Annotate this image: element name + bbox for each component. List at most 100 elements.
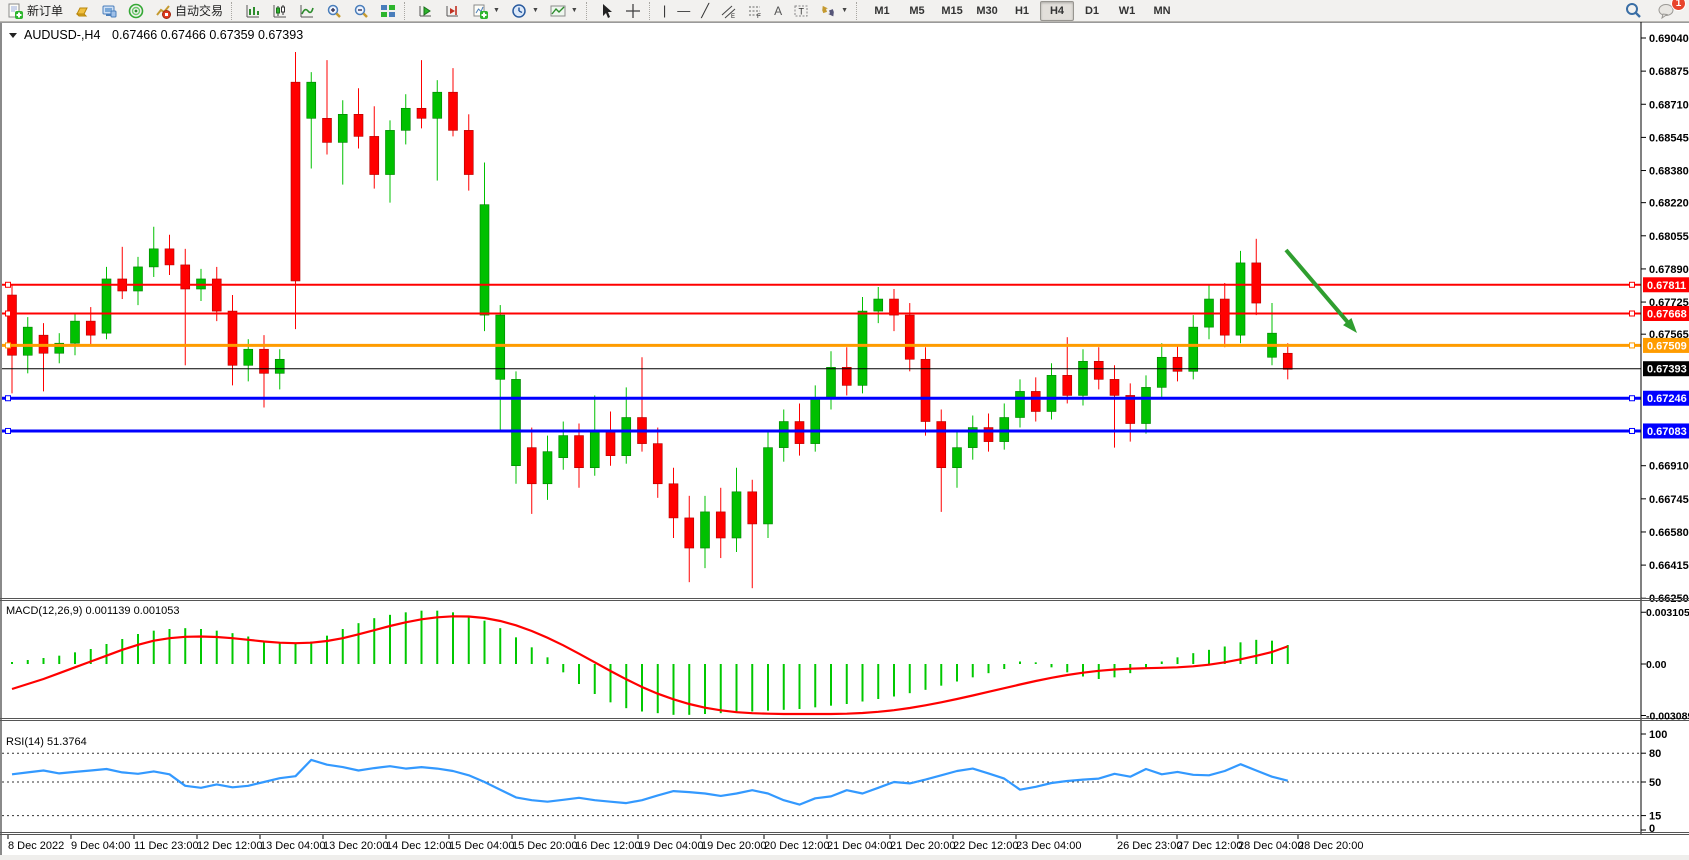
bear-candle (322, 118, 332, 143)
line-handle[interactable] (1629, 395, 1635, 402)
line-handle[interactable] (1629, 281, 1635, 288)
vps-button[interactable] (96, 0, 122, 22)
timeframe-mn-button[interactable]: MN (1153, 4, 1171, 17)
time-label: 26 Dec 23:00 (1117, 840, 1182, 852)
trend-arrow-head[interactable] (1343, 318, 1357, 333)
price-tick-label: 0.68380 (1649, 166, 1689, 178)
time-label: 19 Dec 04:00 (638, 840, 703, 852)
timeframe-m30-button[interactable]: M30 (976, 4, 998, 17)
bull-candle (101, 278, 112, 334)
price-tick-label: 0.66580 (1649, 527, 1689, 539)
line-handle[interactable] (5, 395, 11, 402)
new-chart-dropdown[interactable]: ▼ (467, 0, 505, 22)
svg-text:T: T (799, 6, 805, 16)
crosshair-button[interactable] (620, 0, 646, 22)
bear-candle (1172, 356, 1183, 372)
trendline-tool[interactable]: ╱ (696, 0, 714, 22)
price-tag (1643, 361, 1689, 377)
bull-candle (778, 421, 789, 448)
timeframe-m1-button[interactable]: M1 (874, 4, 890, 17)
bear-candle (1062, 375, 1073, 396)
candlestick-chart-button[interactable] (267, 0, 293, 22)
timeframe-group: M1 M5 M15 M30 H1 H4 D1 W1 MN (865, 0, 1179, 21)
time-label: 11 Dec 23:00 (134, 840, 199, 852)
market-watch-button[interactable] (69, 0, 95, 22)
profiles-dropdown[interactable]: ▼ (506, 0, 544, 22)
cursor-button[interactable] (595, 0, 619, 22)
text-tool[interactable]: A (769, 0, 787, 22)
autotrading-button[interactable]: 自动交易 (150, 0, 228, 22)
autotrading-label: 自动交易 (175, 4, 224, 18)
bull-candle (542, 451, 553, 485)
chart-shift-button[interactable] (440, 0, 466, 22)
chart-canvas[interactable]: AUDUSD-,H4 0.67466 0.67466 0.67359 0.6739… (0, 22, 1689, 860)
chart-collapse-icon[interactable] (9, 33, 17, 38)
horizontal-line-tool[interactable]: — (672, 0, 695, 22)
notification-badge: 1 (1671, 0, 1686, 11)
bull-candle (400, 107, 411, 131)
price-tick-label: 0.67890 (1649, 264, 1689, 276)
new-order-label: 新订单 (27, 4, 64, 18)
bear-candle (448, 91, 458, 131)
line-handle[interactable] (5, 310, 11, 317)
bear-candle (353, 114, 364, 137)
timeframe-m5-button[interactable]: M5 (909, 4, 925, 17)
bull-candle (967, 427, 978, 448)
zoom-in-icon (326, 3, 342, 19)
arrows-dropdown[interactable]: ▼ (815, 0, 853, 22)
line-chart-button[interactable] (294, 0, 320, 22)
channel-tool[interactable]: E (715, 0, 741, 22)
zoom-in-button[interactable] (321, 0, 347, 22)
line-handle[interactable] (5, 281, 11, 288)
svg-text:E: E (731, 14, 735, 19)
time-label: 22 Dec 12:00 (953, 840, 1018, 852)
bear-candle (936, 421, 947, 469)
bull-candle (810, 397, 821, 444)
bull-candle (873, 298, 884, 312)
timeframe-m15-button[interactable]: M15 (941, 4, 963, 17)
time-label: 8 Dec 2022 (8, 840, 64, 852)
bull-candle (952, 447, 962, 469)
zoom-out-button[interactable] (348, 0, 374, 22)
tile-windows-icon (380, 3, 396, 19)
macd-tick-label: -0.003089 (1646, 710, 1689, 722)
search-button[interactable] (1620, 0, 1647, 22)
auto-scroll-button[interactable] (413, 0, 439, 22)
time-label: 23 Dec 04:00 (1016, 840, 1081, 852)
timeframe-h1-button[interactable]: H1 (1014, 4, 1030, 17)
line-handle[interactable] (1629, 342, 1635, 349)
templates-dropdown[interactable]: ▼ (545, 0, 583, 22)
signals-button[interactable] (123, 0, 149, 22)
timeframe-w1-button[interactable]: W1 (1118, 4, 1136, 17)
bear-candle (1030, 391, 1041, 412)
chart-window: AUDUSD-,H4 0.67466 0.67466 0.67359 0.6739… (0, 22, 1689, 860)
time-label: 19 Dec 20:00 (701, 840, 766, 852)
timeframe-h4-button[interactable]: H4 (1040, 0, 1075, 21)
bull-candle (495, 314, 506, 380)
timeframe-d1-button[interactable]: D1 (1084, 4, 1100, 17)
notifications-button[interactable]: 1 (1653, 0, 1686, 22)
price-tick-label: 0.69040 (1649, 33, 1689, 45)
price-tick-label: 0.68710 (1649, 99, 1689, 111)
text-label-tool[interactable]: T (788, 0, 814, 22)
line-handle[interactable] (5, 427, 11, 434)
bear-candle (290, 81, 301, 282)
bull-candle (274, 358, 285, 374)
tile-windows-button[interactable] (375, 0, 401, 22)
price-tag-label: 0.67246 (1647, 393, 1687, 405)
line-handle[interactable] (5, 342, 11, 349)
bar-chart-button[interactable] (240, 0, 266, 22)
bull-candle (589, 431, 600, 469)
template-icon (550, 3, 566, 19)
bear-candle (920, 358, 931, 422)
trend-arrow-shaft[interactable] (1284, 248, 1352, 326)
fibonacci-icon: F (747, 3, 763, 19)
fibonacci-tool[interactable]: F (742, 0, 768, 22)
line-handle[interactable] (1629, 427, 1635, 434)
chevron-down-icon: ▼ (841, 7, 849, 14)
bear-candle (794, 421, 805, 444)
new-order-button[interactable]: 新订单 (2, 0, 68, 22)
line-handle[interactable] (1629, 310, 1635, 317)
vertical-line-tool[interactable]: | (658, 0, 671, 22)
